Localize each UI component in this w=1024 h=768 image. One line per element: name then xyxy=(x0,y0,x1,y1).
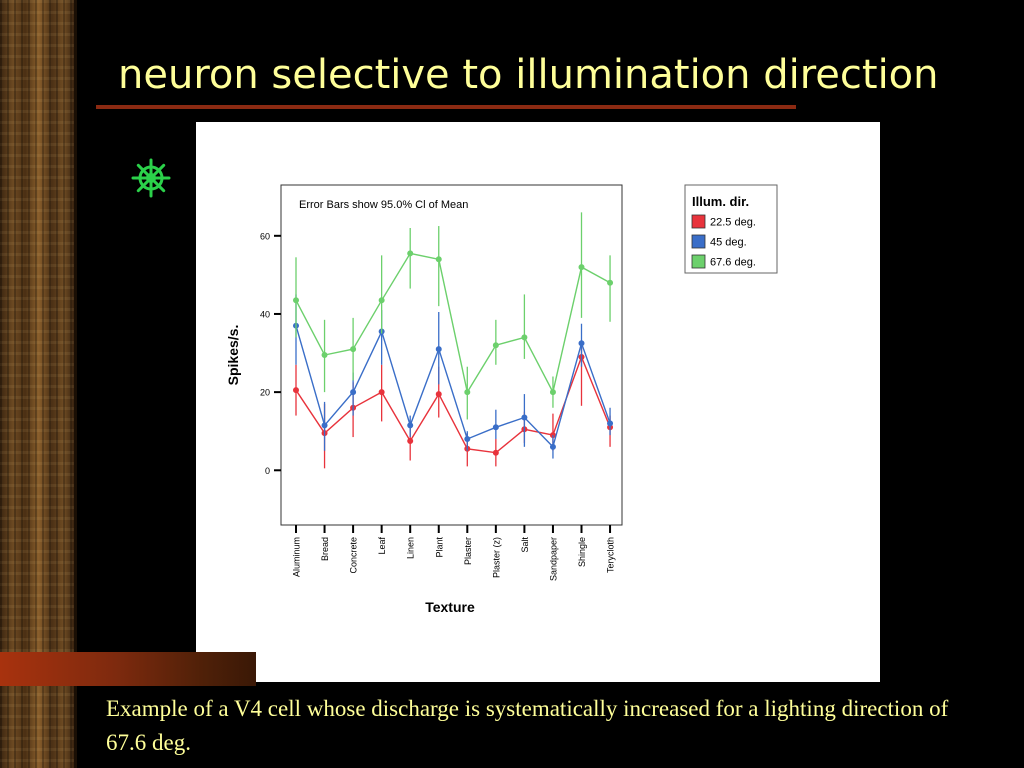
x-tick-label: Sandpaper xyxy=(548,537,558,581)
x-tick-label: Bread xyxy=(320,537,330,561)
series-2 xyxy=(293,294,614,459)
data-point xyxy=(521,334,528,341)
data-point xyxy=(407,422,414,429)
chart-panel: Error Bars show 95.0% Cl of Mean 0 20 40 60… xyxy=(196,122,880,682)
chart: Error Bars show 95.0% Cl of Mean 0 20 40 60… xyxy=(225,184,778,615)
x-tick-label: Plaster (z) xyxy=(491,537,501,578)
data-point xyxy=(293,297,300,304)
legend-swatch xyxy=(691,254,706,269)
data-point xyxy=(293,387,300,394)
data-point xyxy=(492,449,499,456)
x-axis: Aluminum Bread Concrete Leaf Linen Plant Plast… xyxy=(292,525,616,581)
legend-swatch xyxy=(691,234,706,249)
x-tick-label: Plant xyxy=(434,537,444,558)
data-point xyxy=(464,389,471,396)
x-tick-label: Leaf xyxy=(377,537,387,555)
x-tick-label: Linen xyxy=(406,537,416,559)
legend-label: 67.6 deg. xyxy=(710,257,756,269)
data-point xyxy=(378,297,385,304)
data-point xyxy=(521,414,528,421)
data-point xyxy=(350,346,357,353)
data-point xyxy=(492,424,499,431)
x-tick-label: Plaster xyxy=(463,537,473,565)
data-point xyxy=(321,422,328,429)
series-1 xyxy=(293,347,614,469)
y-tick-label: 60 xyxy=(260,231,270,241)
data-point xyxy=(407,250,414,257)
data-point xyxy=(578,340,585,347)
accent-bar xyxy=(0,652,256,686)
data-point xyxy=(435,346,442,353)
x-axis-label: Texture xyxy=(425,599,475,615)
series-line xyxy=(295,325,611,449)
x-tick-label: Aluminum xyxy=(292,537,302,577)
data-point xyxy=(549,443,556,450)
data-point xyxy=(607,279,614,286)
slide-title: neuron selective to illumination directi… xyxy=(118,52,939,98)
data-point xyxy=(549,389,556,396)
legend-label: 22.5 deg. xyxy=(710,217,756,229)
series-line xyxy=(295,252,611,395)
data-point xyxy=(321,351,328,358)
x-tick-label: Terycloth xyxy=(606,537,616,573)
x-tick-label: Salt xyxy=(520,537,530,553)
data-point xyxy=(435,391,442,398)
series-line xyxy=(295,355,611,454)
y-axis-label: Spikes/s. xyxy=(225,325,241,386)
wood-border-decoration xyxy=(0,0,77,768)
x-tick-label: Concrete xyxy=(349,537,359,574)
title-underline xyxy=(96,105,796,109)
y-axis: 0 20 40 60 xyxy=(260,231,281,476)
series-layer xyxy=(293,212,614,469)
series-3 xyxy=(293,212,614,420)
slide-caption: Example of a V4 cell whose discharge is … xyxy=(106,696,949,755)
data-point xyxy=(407,437,414,444)
data-point xyxy=(435,256,442,263)
data-point xyxy=(378,389,385,396)
legend-title: Illum. dir. xyxy=(692,194,749,209)
y-tick-label: 20 xyxy=(260,388,270,398)
x-tick-label: Shingle xyxy=(577,537,587,567)
data-point xyxy=(350,389,357,396)
y-tick-label: 0 xyxy=(265,466,270,476)
plot-frame xyxy=(280,184,623,526)
data-point xyxy=(492,342,499,349)
y-tick-label: 40 xyxy=(260,309,270,319)
legend-swatch xyxy=(691,214,706,229)
data-point xyxy=(578,264,585,271)
legend-label: 45 deg. xyxy=(710,237,747,249)
ship-wheel-icon xyxy=(131,158,171,198)
chart-annotation: Error Bars show 95.0% Cl of Mean xyxy=(299,199,468,211)
legend: Illum. dir. 22.5 deg. 45 deg. 67.6 deg. xyxy=(684,184,778,274)
data-point xyxy=(464,436,471,443)
data-point xyxy=(607,420,614,427)
